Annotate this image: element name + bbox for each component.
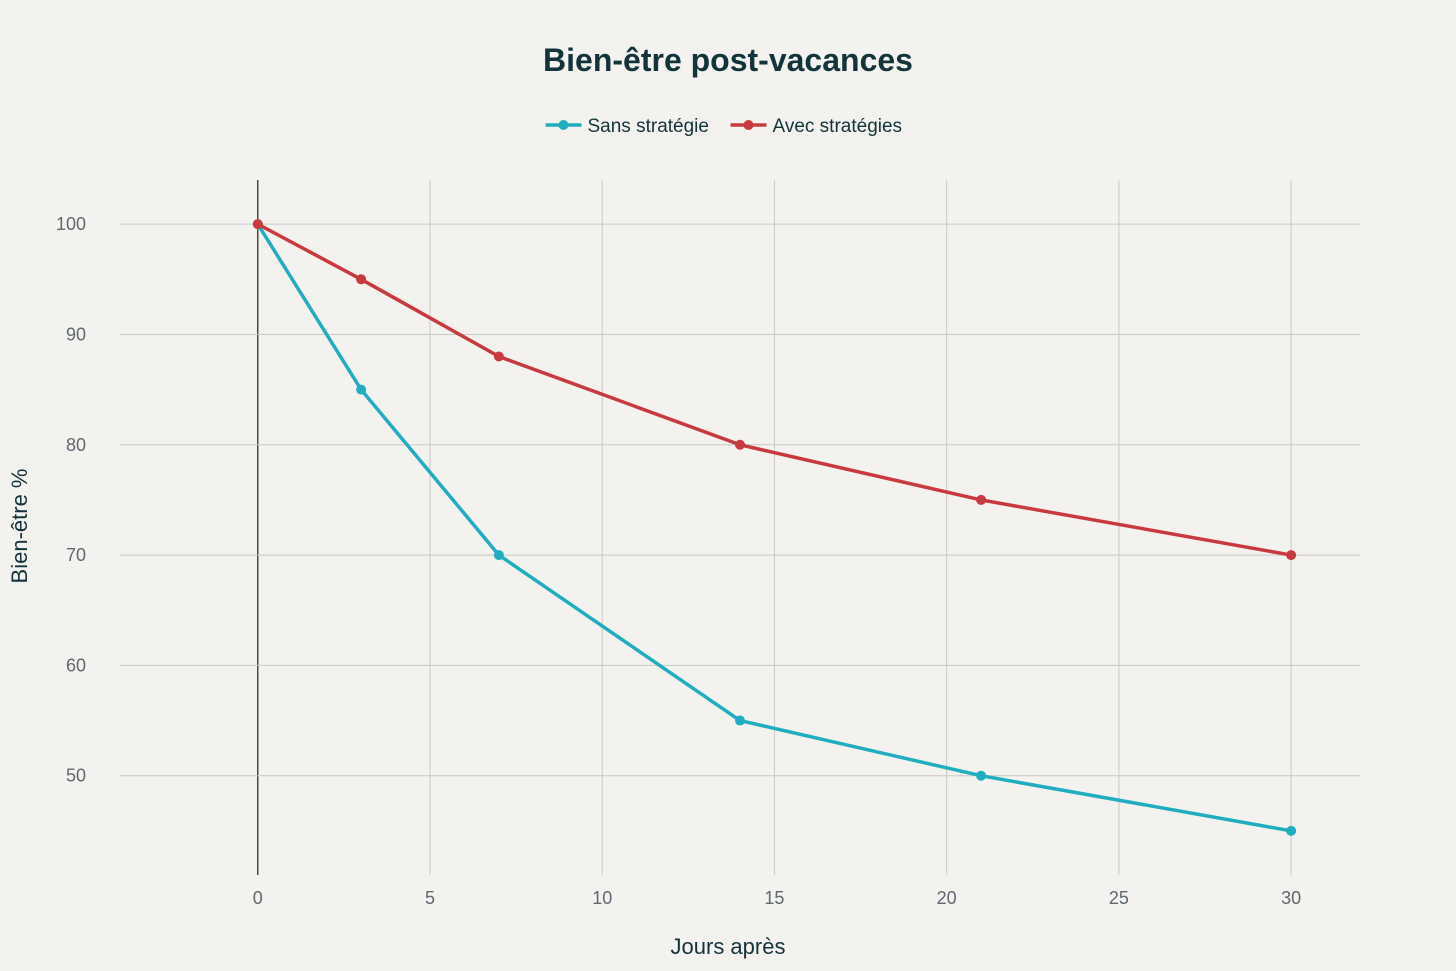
x-tick-label-0: 0 <box>253 888 263 908</box>
x-tick-label-25: 25 <box>1109 888 1129 908</box>
series-2-point-0[interactable] <box>252 219 263 230</box>
series-2-point-3[interactable] <box>735 439 745 450</box>
x-axis-title: Jours après <box>671 934 786 959</box>
legend: Sans stratégie Avec stratégies <box>545 116 903 137</box>
series-1-point-5[interactable] <box>1286 825 1297 836</box>
legend-swatch-marker <box>558 120 569 130</box>
grid <box>120 180 1360 875</box>
y-axis-title: Bien-être % <box>7 469 32 584</box>
series-1-point-1[interactable] <box>356 384 367 395</box>
x-tick-label-5: 5 <box>425 888 435 908</box>
series-1-point-4[interactable] <box>976 770 987 781</box>
series-1-line <box>256 222 1293 833</box>
series-2-point-4[interactable] <box>976 494 987 505</box>
y-axis-ticks: 50 60 70 80 90 100 <box>56 214 86 786</box>
x-tick-label-20: 20 <box>937 888 957 908</box>
x-tick-label-30: 30 <box>1281 888 1301 908</box>
series-1-point-3[interactable] <box>735 715 745 726</box>
x-axis-ticks: 0 5 10 15 20 25 30 <box>253 888 1301 908</box>
x-tick-label-10: 10 <box>592 888 612 908</box>
series-2-point-2[interactable] <box>493 351 504 362</box>
legend-label: Avec stratégies <box>773 116 903 137</box>
y-tick-label-70: 70 <box>66 545 86 565</box>
series-2 <box>252 219 1297 561</box>
legend-swatch-marker <box>743 120 754 130</box>
y-tick-label-100: 100 <box>56 214 86 234</box>
y-tick-label-50: 50 <box>66 766 86 786</box>
legend-label: Sans stratégie <box>588 116 709 137</box>
series-2-line <box>256 222 1293 557</box>
x-tick-label-15: 15 <box>764 888 784 908</box>
series-2-point-1[interactable] <box>356 274 367 285</box>
series-2-point-5[interactable] <box>1286 550 1297 561</box>
y-tick-label-90: 90 <box>66 324 86 344</box>
legend-item-1[interactable]: Sans stratégie <box>545 116 709 137</box>
y-tick-label-60: 60 <box>66 655 86 675</box>
chart-title: Bien-être post-vacances <box>543 42 913 78</box>
series-1-point-2[interactable] <box>493 550 504 561</box>
legend-item-2[interactable]: Avec stratégies <box>730 116 903 137</box>
series-layer <box>252 219 1297 836</box>
y-tick-label-80: 80 <box>66 435 86 455</box>
